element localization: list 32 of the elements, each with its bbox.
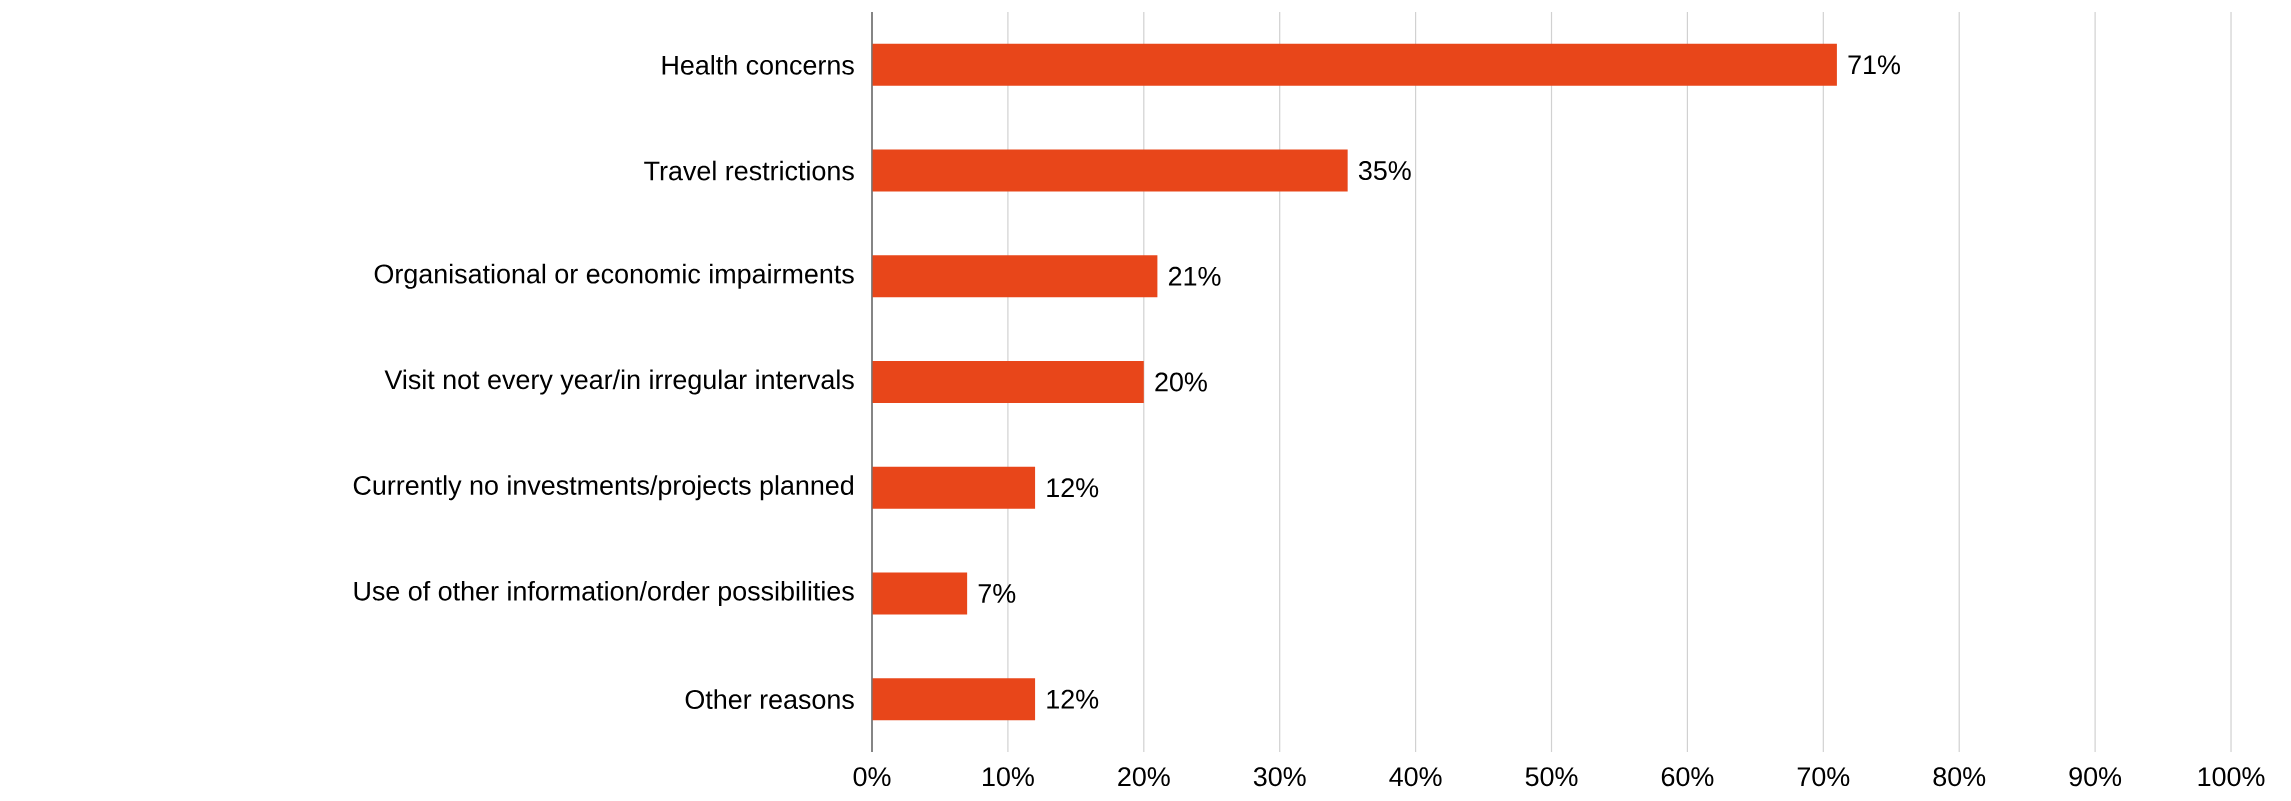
x-tick-label: 90%: [2069, 767, 2122, 787]
y-tick-label: Travel restrictions: [644, 160, 854, 181]
bar: [872, 43, 1837, 86]
bar: [872, 466, 1036, 509]
y-tick-label: Health concerns: [662, 54, 854, 75]
x-tick-label: 50%: [1525, 767, 1578, 787]
data-label: 12%: [1047, 478, 1099, 498]
x-tick-label: 80%: [1933, 767, 1986, 787]
x-tick-label: 70%: [1797, 767, 1850, 787]
x-tick-label: 100%: [2198, 767, 2265, 787]
data-label: 71%: [1848, 55, 1900, 75]
y-tick-label: Visit not every year/in irregular intervals: [384, 369, 854, 395]
x-tick-label: 30%: [1253, 767, 1306, 787]
x-tick-label: 20%: [1118, 767, 1170, 787]
y-tick-label: Use of other information/order possibilities: [354, 580, 854, 606]
data-label: 12%: [1047, 689, 1099, 709]
bar: [872, 678, 1036, 721]
y-tick-label: Currently no investments/projects planned: [353, 475, 854, 501]
data-label: 35%: [1358, 161, 1411, 181]
y-tick-label: Other reasons: [685, 689, 854, 710]
data-label: 7%: [978, 584, 1016, 603]
x-tick-label: 10%: [983, 767, 1034, 787]
x-tick-label: 0%: [853, 767, 891, 787]
bar: [872, 255, 1158, 298]
bar: [872, 572, 968, 615]
x-tick-label: 60%: [1661, 767, 1714, 787]
bar: [872, 149, 1348, 192]
data-label: 21%: [1168, 266, 1221, 286]
data-label: 20%: [1155, 372, 1207, 392]
x-tick-label: 40%: [1389, 767, 1442, 787]
y-tick-label: Organisational or economic impairments: [374, 263, 854, 289]
bar: [872, 361, 1144, 404]
